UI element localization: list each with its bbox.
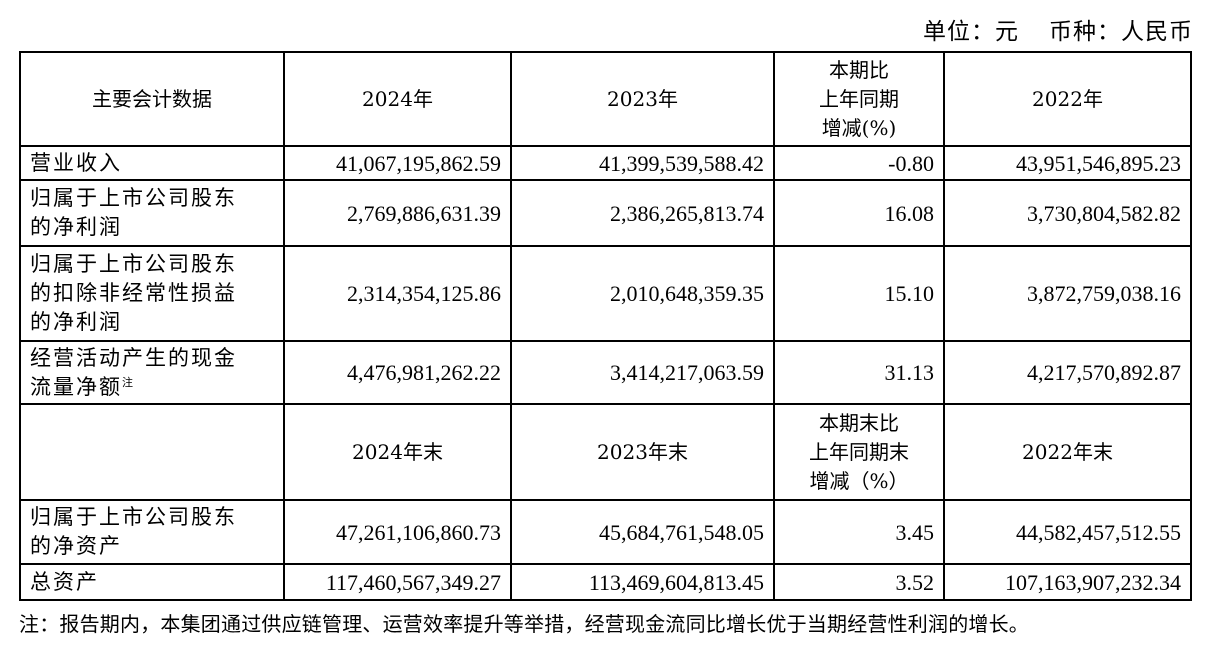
- value-change: 16.08: [773, 179, 945, 247]
- value-2024: 41,067,195,862.59: [283, 145, 512, 181]
- table-row: 归属于上市公司股东 的净利润 2,769,886,631.39 2,386,26…: [19, 179, 1192, 247]
- footnote-marker: 注: [122, 375, 135, 389]
- header-cell-change: 本期比 上年同期 增减(%): [773, 51, 945, 147]
- value-change: 31.13: [773, 340, 945, 405]
- table-row: 总资产 117,460,567,349.27 113,469,604,813.4…: [19, 563, 1192, 601]
- header-cell-item: 主要会计数据: [19, 51, 285, 147]
- value-2024: 117,460,567,349.27: [283, 563, 512, 601]
- header-row-period: 主要会计数据 2024年 2023年 本期比 上年同期 增减(%) 2022年: [19, 51, 1192, 147]
- header-row-period-end: 2024年末 2023年末 本期末比 上年同期末 增减（%） 2022年末: [19, 403, 1192, 501]
- value-2022: 44,582,457,512.55: [943, 499, 1192, 565]
- value-2022: 3,872,759,038.16: [943, 245, 1192, 342]
- value-2022: 4,217,570,892.87: [943, 340, 1192, 405]
- unit-line: 单位：元 币种：人民币: [923, 12, 1193, 46]
- value-2023: 2,386,265,813.74: [510, 179, 775, 247]
- value-2023: 113,469,604,813.45: [510, 563, 775, 601]
- header-cell-2023-end: 2023年末: [510, 403, 775, 501]
- value-2023: 45,684,761,548.05: [510, 499, 775, 565]
- value-change: 15.10: [773, 245, 945, 342]
- header-cell-2024: 2024年: [283, 51, 512, 147]
- financial-data-table: 主要会计数据 2024年 2023年 本期比 上年同期 增减(%) 2022年 …: [19, 51, 1192, 601]
- value-2022: 43,951,546,895.23: [943, 145, 1192, 181]
- header-cell-change-end: 本期末比 上年同期末 增减（%）: [773, 403, 945, 501]
- row-label: 归属于上市公司股东 的扣除非经常性损益 的净利润: [19, 245, 285, 342]
- table-row: 归属于上市公司股东 的扣除非经常性损益 的净利润 2,314,354,125.8…: [19, 245, 1192, 342]
- footnote: 注：报告期内，本集团通过供应链管理、运营效率提升等举措，经营现金流同比增长优于当…: [19, 612, 1029, 636]
- header-cell-empty: [19, 403, 285, 501]
- header-cell-2023: 2023年: [510, 51, 775, 147]
- value-change: 3.52: [773, 563, 945, 601]
- header-cell-2024-end: 2024年末: [283, 403, 512, 501]
- value-2023: 2,010,648,359.35: [510, 245, 775, 342]
- value-change: 3.45: [773, 499, 945, 565]
- table-row: 经营活动产生的现金 流量净额注 4,476,981,262.22 3,414,2…: [19, 340, 1192, 405]
- table-row: 归属于上市公司股东 的净资产 47,261,106,860.73 45,684,…: [19, 499, 1192, 565]
- currency-label: 币种：人民币: [1049, 19, 1193, 45]
- row-label: 总资产: [19, 563, 285, 601]
- value-2024: 4,476,981,262.22: [283, 340, 512, 405]
- row-label: 归属于上市公司股东 的净资产: [19, 499, 285, 565]
- table-row: 营业收入 41,067,195,862.59 41,399,539,588.42…: [19, 145, 1192, 181]
- value-2023: 3,414,217,063.59: [510, 340, 775, 405]
- row-label: 经营活动产生的现金 流量净额注: [19, 340, 285, 405]
- unit-label: 单位：元: [923, 19, 1019, 45]
- value-2023: 41,399,539,588.42: [510, 145, 775, 181]
- header-cell-2022-end: 2022年末: [943, 403, 1192, 501]
- value-2024: 2,769,886,631.39: [283, 179, 512, 247]
- row-label: 营业收入: [19, 145, 285, 181]
- value-2022: 3,730,804,582.82: [943, 179, 1192, 247]
- value-2024: 47,261,106,860.73: [283, 499, 512, 565]
- value-change: -0.80: [773, 145, 945, 181]
- value-2024: 2,314,354,125.86: [283, 245, 512, 342]
- header-cell-2022: 2022年: [943, 51, 1192, 147]
- row-label: 归属于上市公司股东 的净利润: [19, 179, 285, 247]
- value-2022: 107,163,907,232.34: [943, 563, 1192, 601]
